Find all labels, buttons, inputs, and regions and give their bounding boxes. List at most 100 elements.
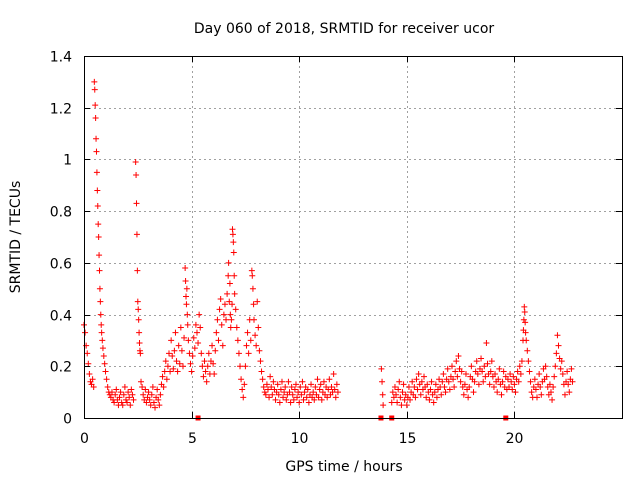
- data-point: [152, 404, 159, 411]
- data-point: [117, 389, 124, 396]
- data-point: [379, 391, 386, 398]
- data-point: [305, 399, 312, 406]
- data-point: [99, 345, 106, 352]
- data-point: [251, 316, 258, 323]
- data-point: [233, 324, 240, 331]
- chart-title: Day 060 of 2018, SRMTID for receiver uco…: [194, 21, 495, 37]
- data-point: [393, 391, 400, 398]
- data-point: [101, 360, 108, 367]
- tick-labels: 0 0.2 0.4 0.6 0.8 1 1.2 1.4 0 5 10 15 20: [50, 50, 524, 448]
- data-point: [249, 272, 256, 279]
- data-point: [211, 371, 218, 378]
- x-tick-label: 20: [506, 431, 524, 447]
- data-point: [536, 371, 543, 378]
- data-point: [507, 371, 514, 378]
- data-point: [215, 337, 222, 344]
- data-point: [508, 378, 515, 385]
- data-point: [209, 342, 216, 349]
- data-point: [294, 394, 301, 401]
- x-tick-label: 10: [291, 431, 309, 447]
- data-point: [442, 389, 449, 396]
- data-point: [239, 386, 246, 393]
- data-point: [219, 342, 226, 349]
- data-point: [121, 383, 128, 390]
- data-point: [139, 383, 146, 390]
- data-point: [187, 360, 194, 367]
- data-point: [256, 347, 263, 354]
- data-point: [524, 347, 531, 354]
- data-point: [400, 381, 407, 388]
- data-point: [285, 378, 292, 385]
- data-point: [103, 376, 110, 383]
- data-point: [140, 391, 147, 398]
- y-tick-label: 0.8: [50, 205, 72, 221]
- data-point: [212, 347, 219, 354]
- data-point: [184, 321, 191, 328]
- data-point: [552, 363, 559, 370]
- data-point: [126, 394, 133, 401]
- data-point: [266, 394, 273, 401]
- data-point: [171, 347, 178, 354]
- data-point: [198, 350, 205, 357]
- x-tick-label: 5: [188, 431, 197, 447]
- data-point: [183, 301, 190, 308]
- data-point: [270, 378, 277, 385]
- data-point: [470, 389, 477, 396]
- data-point: [95, 234, 102, 240]
- data-point: [310, 389, 317, 396]
- data-point: [516, 363, 523, 370]
- data-point: [96, 285, 103, 292]
- data-point: [308, 381, 315, 388]
- y-tick-label: 0.6: [50, 257, 72, 273]
- data-point: [287, 399, 294, 406]
- data-point: [188, 368, 195, 375]
- data-point: [230, 249, 237, 256]
- data-point: [289, 391, 296, 398]
- data-point: [440, 371, 447, 378]
- data-point: [461, 381, 468, 388]
- data-point: [551, 373, 558, 380]
- data-point: [234, 337, 241, 344]
- data-point: [441, 383, 448, 390]
- data-point: [568, 365, 575, 372]
- data-point: [303, 394, 310, 401]
- data-point: [450, 376, 457, 383]
- data-point: [259, 376, 266, 383]
- data-point: [521, 303, 528, 310]
- data-point: [282, 383, 289, 390]
- data-point: [413, 376, 420, 383]
- data-point: [91, 86, 98, 93]
- data-point: [245, 350, 252, 357]
- data-point: [96, 267, 103, 274]
- data-point: [414, 386, 421, 393]
- data-point: [268, 383, 275, 390]
- data-point: [160, 383, 167, 390]
- data-point: [125, 389, 132, 396]
- data-point: [436, 376, 443, 383]
- data-point: [226, 280, 233, 287]
- data-point: [202, 368, 209, 375]
- data-point: [565, 381, 572, 388]
- axis-ticks: [84, 56, 622, 419]
- data-point: [457, 378, 464, 385]
- data-point: [380, 402, 387, 409]
- data-point: [170, 365, 177, 372]
- data-point: [462, 371, 469, 378]
- data-point: [97, 311, 104, 318]
- data-point: [543, 373, 550, 380]
- data-point: [168, 337, 175, 344]
- y-tick-label: 1.4: [50, 50, 72, 66]
- data-point: [95, 221, 102, 228]
- data-point: [325, 386, 332, 393]
- data-point: [521, 308, 528, 315]
- data-point: [260, 383, 267, 390]
- data-point: [172, 329, 179, 336]
- data-point: [558, 358, 565, 365]
- data-point: [186, 350, 193, 357]
- data-point: [213, 329, 220, 336]
- data-point: [224, 290, 231, 297]
- data-point: [166, 350, 173, 357]
- data-point: [134, 298, 141, 305]
- data-point: [549, 396, 556, 403]
- data-point: [533, 394, 540, 401]
